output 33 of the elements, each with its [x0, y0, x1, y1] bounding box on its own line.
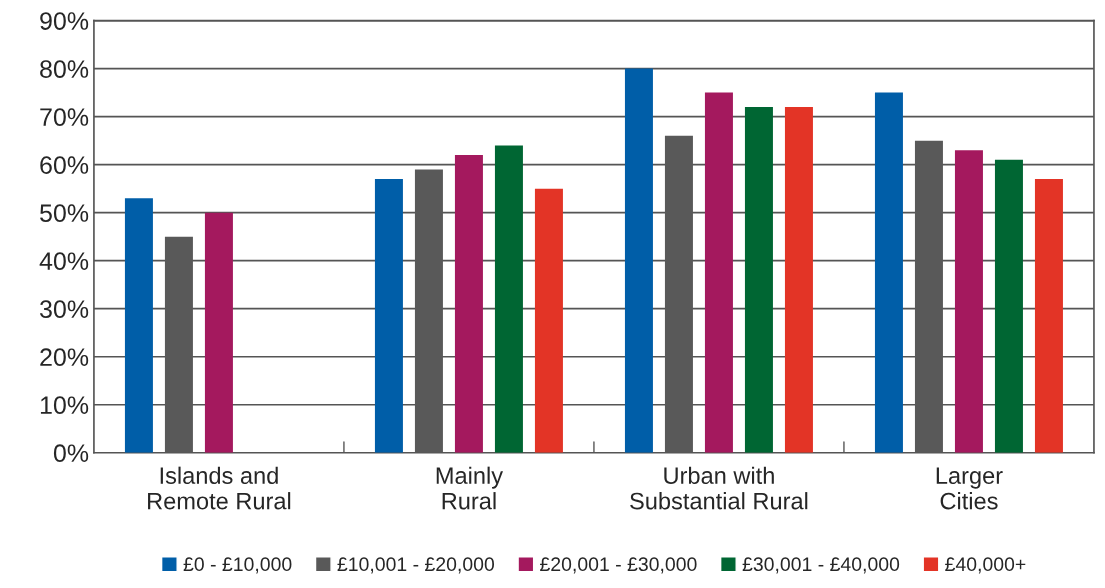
x-tick-label: Islands and Remote Rural — [148, 466, 291, 510]
y-tick-label: 60% — [40, 156, 89, 174]
bar — [374, 179, 403, 453]
bar — [744, 107, 773, 453]
x-tick-label: Urban with Substantial Rural — [630, 466, 808, 510]
legend-label: £20,001 - £30,000 — [540, 557, 697, 574]
y-tick-label: 50% — [40, 204, 89, 222]
bar — [954, 150, 983, 453]
bar — [204, 212, 233, 453]
y-tick-label: 20% — [40, 348, 89, 367]
bar — [534, 188, 563, 453]
bar — [784, 107, 813, 453]
y-tick-label: 70% — [40, 108, 89, 126]
legend-label: £30,001 - £40,000 — [742, 557, 900, 574]
legend-label: £0 - £10,000 — [183, 557, 292, 574]
x-tick-label: Mainly Rural — [436, 466, 504, 510]
y-tick-label: 0% — [53, 444, 89, 463]
bar — [704, 92, 733, 453]
y-tick-label: 10% — [40, 396, 89, 415]
y-tick-label: 80% — [40, 60, 89, 78]
y-tick-label: 40% — [39, 252, 89, 270]
bar — [874, 92, 903, 453]
bar — [124, 198, 153, 453]
x-tick-label: Larger Cities — [936, 467, 1003, 510]
legend-label: £10,001 - £20,000 — [337, 557, 495, 574]
y-tick-label: 90% — [40, 12, 89, 30]
y-tick-label: 30% — [39, 300, 89, 318]
bar — [494, 145, 523, 453]
bar — [454, 155, 483, 453]
bar — [994, 159, 1023, 453]
bar — [1034, 179, 1063, 453]
legend-label: £40,000+ — [945, 557, 1026, 574]
bar — [624, 68, 653, 453]
